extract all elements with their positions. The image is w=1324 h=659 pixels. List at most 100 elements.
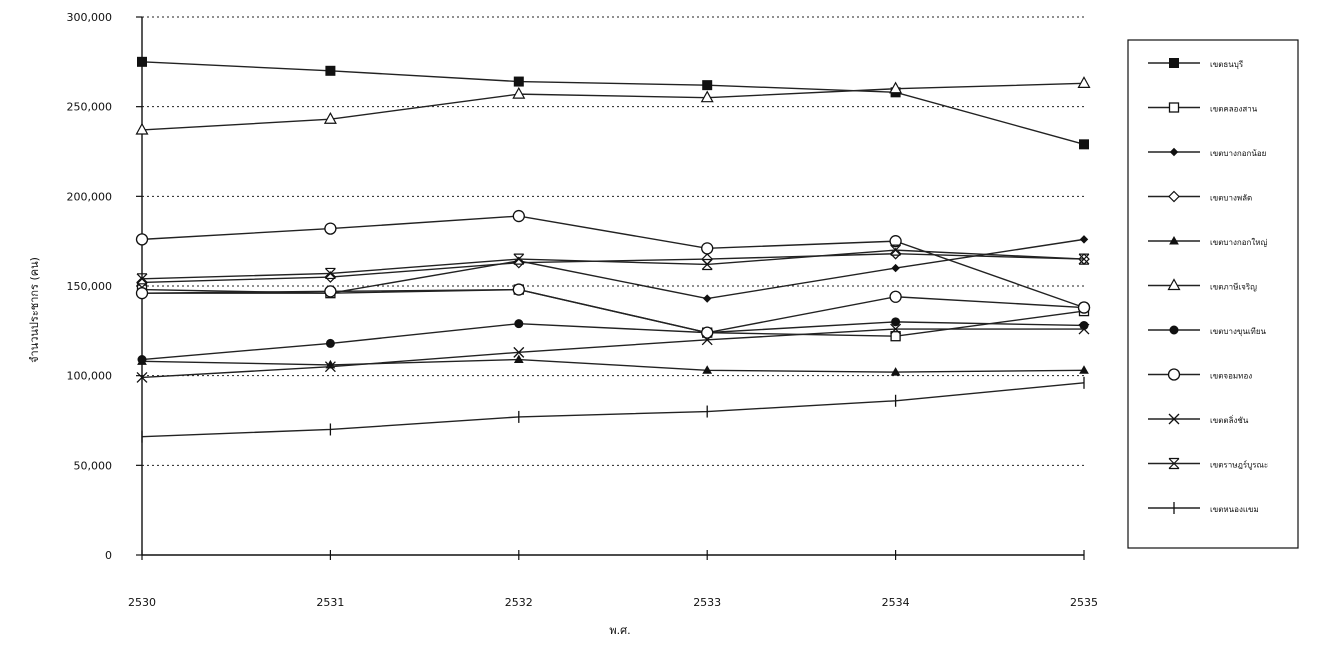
data-point	[890, 244, 902, 256]
legend-marker	[1168, 413, 1180, 425]
legend-label: เขตบางกอกใหญ่	[1210, 238, 1268, 247]
y-axis-title: จำนวนประชากร (คน)	[28, 257, 41, 363]
series-line	[141, 321, 1085, 361]
series-0	[137, 56, 1089, 150]
data-point	[889, 235, 902, 248]
legend-item: เขตบางพลัด	[1148, 190, 1252, 203]
data-point	[701, 242, 714, 255]
legend-item: เขตภาษีเจริญ	[1148, 278, 1257, 292]
series-line	[141, 249, 1085, 280]
data-point	[513, 253, 525, 265]
data-point	[324, 222, 337, 235]
data-point	[889, 81, 903, 94]
legend-marker	[1169, 325, 1179, 335]
series-line	[141, 61, 1085, 146]
data-point	[1078, 323, 1090, 335]
x-tick-label: 2533	[693, 596, 721, 609]
x-tick-label: 2534	[882, 596, 910, 609]
y-tick-label: 50,000	[74, 459, 113, 472]
data-point	[512, 283, 525, 296]
y-tick-label: 300,000	[67, 11, 113, 24]
legend-item: เขตบางขุนเทียน	[1148, 325, 1267, 336]
data-point	[135, 287, 149, 300]
data-point	[700, 90, 714, 103]
series-6	[137, 317, 1089, 365]
legend-item: เขตคลองสาน	[1148, 102, 1258, 114]
legend-items: เขตธนบุรีเขตคลองสานเขตบางกอกน้อยเขตบางพล…	[1148, 58, 1268, 514]
data-point	[1077, 76, 1091, 88]
legend-label: เขตภาษีเจริญ	[1210, 283, 1257, 292]
data-point	[136, 372, 148, 383]
x-axis-title: พ.ศ.	[609, 624, 630, 637]
data-point	[323, 111, 337, 124]
data-point	[513, 354, 524, 364]
series-3	[136, 247, 1090, 289]
y-tick-label: 250,000	[67, 101, 113, 114]
series-10	[136, 244, 1090, 285]
data-point	[702, 80, 713, 91]
y-tick-label: 0	[105, 549, 112, 562]
data-point	[514, 319, 524, 329]
legend-marker	[1169, 147, 1179, 157]
legend-item: เขตจอมทอง	[1148, 368, 1252, 381]
data-point	[701, 326, 714, 339]
gridlines	[142, 16, 1084, 466]
data-point	[890, 331, 901, 342]
x-tick-label: 2530	[128, 596, 156, 609]
data-point	[1078, 253, 1090, 265]
data-point	[136, 273, 148, 285]
series-line	[141, 253, 1085, 284]
y-tick-label: 150,000	[67, 280, 113, 293]
series-11	[141, 376, 1085, 443]
data-point	[512, 86, 526, 99]
legend-label: เขตตลิ่งชัน	[1210, 414, 1249, 425]
data-point	[701, 258, 713, 271]
data-point	[890, 323, 902, 335]
legend-item: เขตบางกอกใหญ่	[1148, 235, 1268, 247]
data-point	[1079, 139, 1089, 150]
series-9	[136, 323, 1090, 383]
x-tick-label: 2532	[505, 596, 533, 609]
data-point	[137, 355, 147, 365]
data-point	[702, 294, 712, 303]
data-point	[512, 256, 525, 269]
data-point	[324, 271, 337, 283]
data-point	[324, 267, 336, 280]
series-5	[135, 76, 1091, 135]
series-line	[141, 82, 1085, 131]
data-point	[889, 247, 902, 260]
legend-marker	[1169, 58, 1179, 68]
legend-item: เขตบางกอกน้อย	[1148, 147, 1266, 158]
data-point	[1079, 365, 1089, 374]
data-point	[512, 209, 525, 223]
series-line	[141, 328, 1084, 379]
data-point	[137, 56, 147, 67]
legend-label: เขตราษฎร์บูรณะ	[1210, 460, 1268, 471]
data-point	[891, 263, 900, 273]
data-point	[889, 290, 902, 303]
data-point	[324, 285, 337, 298]
legend-label: เขตคลองสาน	[1210, 105, 1258, 114]
x-tick-label: 2535	[1070, 596, 1098, 609]
series-8	[135, 283, 1091, 339]
legend-label: เขตบางกอกน้อย	[1210, 149, 1266, 158]
legend-label: เขตธนบุรี	[1210, 60, 1244, 69]
data-point	[1079, 235, 1089, 244]
y-tick-label: 200,000	[67, 190, 113, 203]
legend-marker	[1168, 190, 1180, 203]
data-point	[513, 76, 524, 87]
series-line	[141, 358, 1085, 373]
data-point	[325, 65, 336, 76]
axes: 0 50,000 100,000 150,000 200,000 250,000 300,0…	[67, 11, 1099, 609]
legend-label: เขตบางพลัด	[1210, 194, 1252, 203]
series-4	[137, 354, 1089, 376]
legend-item: เขตธนบุรี	[1148, 58, 1244, 69]
legend-item: เขตตลิ่งชัน	[1148, 413, 1249, 425]
series-line	[141, 382, 1085, 438]
legend-marker	[1167, 368, 1181, 381]
data-point	[701, 334, 713, 346]
legend-label: เขตบางขุนเทียน	[1210, 327, 1267, 336]
data-point	[135, 233, 149, 246]
